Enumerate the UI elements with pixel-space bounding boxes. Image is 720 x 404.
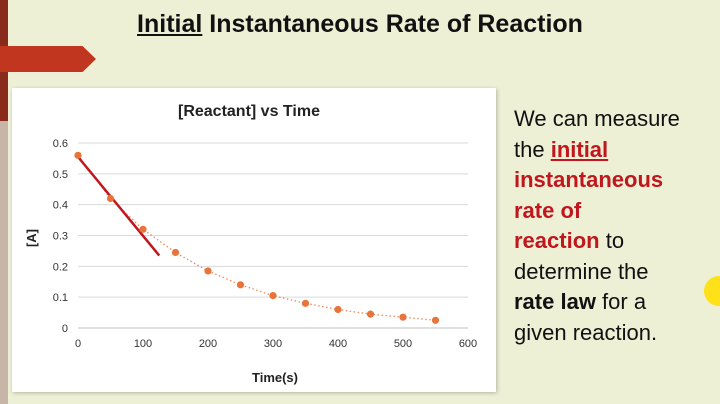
text-for-a: for a: [595, 289, 647, 314]
text-the: the: [514, 136, 551, 162]
x-tick-label: 300: [264, 338, 282, 350]
x-tick-label: 400: [329, 338, 347, 350]
y-axis-label: [A]: [24, 229, 39, 247]
x-tick-label: 600: [459, 338, 477, 350]
data-point: [204, 267, 212, 275]
text-rate-of: rate of: [514, 197, 582, 223]
y-tick-label: 0.6: [53, 138, 68, 150]
y-tick-label: 0.4: [53, 200, 68, 212]
data-point: [74, 151, 82, 159]
chart-title: [Reactant] vs Time: [178, 103, 320, 120]
text-instantaneous: instantaneous: [514, 167, 664, 192]
chart-panel: 0 0.1 0.2 0.3 0.4 0.5 0.6 0 100 200 300 400 500 600 […: [12, 88, 496, 392]
pointer-dot: [704, 276, 720, 306]
x-axis-label: Time(s): [252, 370, 298, 385]
data-point: [399, 313, 407, 321]
red-arrow-decoration: [0, 46, 96, 72]
chart-svg: 0 0.1 0.2 0.3 0.4 0.5 0.6 0 100 200 300 400 500 600 […: [24, 103, 477, 385]
y-tick-label: 0.5: [53, 169, 68, 181]
data-point: [334, 305, 342, 314]
data-point: [106, 194, 115, 203]
y-tick-label: 0.3: [53, 231, 68, 243]
y-tick-label: 0.1: [53, 292, 68, 304]
text-line-1: We can measure: [514, 106, 680, 131]
text-line-7: rate law for a: [514, 287, 714, 318]
x-tick-label: 200: [199, 338, 217, 350]
text-given-reaction: given reaction.: [514, 319, 658, 345]
title-initial: Initial: [137, 10, 203, 38]
data-point: [301, 299, 310, 307]
text-line-5: reaction to: [514, 226, 714, 257]
data-point: [171, 248, 180, 257]
text-to: to: [599, 228, 625, 253]
slide-title: Initial Instantaneous Rate of Reaction: [0, 10, 720, 39]
y-tick-label: 0.2: [53, 261, 68, 273]
data-point: [269, 292, 277, 300]
explanation-text: We can measure the initial instantaneous…: [514, 104, 714, 348]
left-decorative-stripe: [0, 0, 8, 404]
data-point: [236, 281, 245, 289]
data-point: [431, 316, 440, 324]
data-point: [366, 310, 375, 318]
text-rate-law: rate law: [514, 289, 596, 314]
y-tick-label: 0: [62, 323, 68, 335]
x-tick-label: 500: [394, 338, 412, 350]
x-tick-label: 100: [134, 338, 152, 350]
text-line-2: the initial: [514, 135, 714, 166]
text-initial: initial: [550, 136, 609, 162]
x-tick-label: 0: [75, 338, 81, 350]
trendline: [77, 154, 436, 321]
data-point: [139, 225, 147, 233]
text-reaction: reaction: [514, 228, 600, 253]
title-rest: Instantaneous Rate of Reaction: [202, 10, 583, 38]
tangent-line: [77, 156, 161, 257]
text-determine: determine the: [514, 258, 649, 284]
